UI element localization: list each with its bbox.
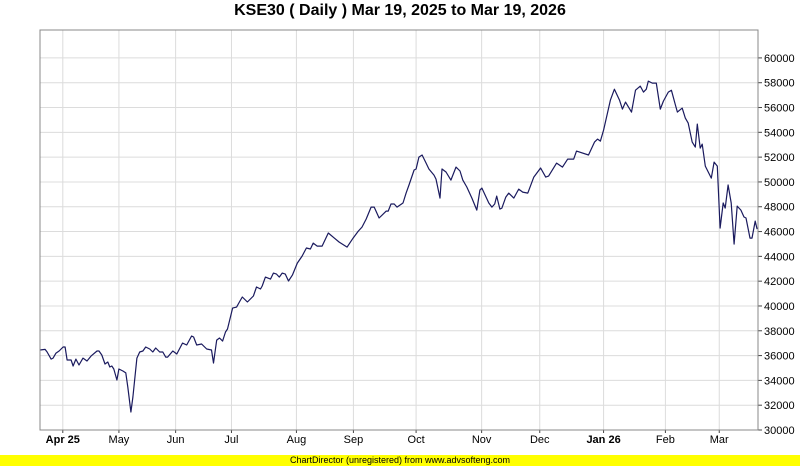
y-tick-label: 46000 [764, 227, 795, 239]
y-tick-label: 50000 [764, 177, 795, 189]
y-tick-label: 44000 [764, 251, 795, 263]
x-tick-label: Aug [287, 434, 307, 446]
y-tick-label: 34000 [764, 375, 795, 387]
y-tick-label: 60000 [764, 53, 795, 65]
x-tick-label: Dec [530, 434, 550, 446]
y-tick-label: 58000 [764, 78, 795, 90]
x-axis: Apr 25 May Jun Jul Aug Sep Oct Nov Dec Jan 26 Feb M… [46, 430, 729, 446]
grid-lines [40, 30, 758, 431]
y-tick-label: 42000 [764, 276, 795, 288]
y-axis: 30000 32000 34000 36000 38000 40000 42000 44000… [758, 53, 795, 437]
x-tick-label: Jun [167, 434, 185, 446]
plot-area [40, 30, 758, 430]
x-tick-label: Jan 26 [586, 434, 620, 446]
series-line-kse30 [39, 80, 758, 413]
y-tick-label: 30000 [764, 425, 795, 437]
x-tick-label: Mar [710, 434, 729, 446]
y-tick-label: 40000 [764, 301, 795, 313]
y-tick-label: 48000 [764, 202, 795, 214]
x-tick-label: Sep [344, 434, 364, 446]
x-tick-label: May [109, 434, 130, 446]
x-tick-label: Feb [656, 434, 675, 446]
y-tick-label: 38000 [764, 326, 795, 338]
plot-border [39, 29, 759, 431]
chartdirector-footer: ChartDirector (unregistered) from www.ad… [0, 455, 800, 466]
y-tick-label: 54000 [764, 127, 795, 139]
x-tick-label: Apr 25 [46, 434, 80, 446]
y-tick-label: 36000 [764, 351, 795, 363]
chart-title: KSE30 ( Daily ) Mar 19, 2025 to Mar 19, … [234, 2, 566, 19]
x-tick-label: Nov [472, 434, 492, 446]
x-tick-label: Jul [224, 434, 238, 446]
y-tick-label: 56000 [764, 103, 795, 115]
y-tick-label: 52000 [764, 152, 795, 164]
x-tick-label: Oct [408, 434, 425, 446]
y-tick-label: 32000 [764, 400, 795, 412]
